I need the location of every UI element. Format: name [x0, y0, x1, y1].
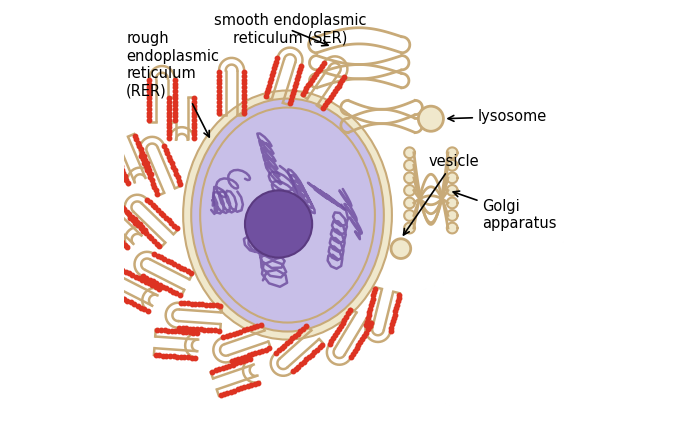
Polygon shape [404, 185, 415, 196]
Polygon shape [404, 160, 415, 171]
Ellipse shape [191, 99, 383, 332]
Polygon shape [447, 185, 457, 196]
Polygon shape [404, 172, 415, 183]
Polygon shape [447, 210, 457, 221]
Polygon shape [404, 198, 415, 208]
Circle shape [391, 239, 411, 258]
Text: lysosome: lysosome [448, 109, 547, 124]
Text: smooth endoplasmic
reticulum (SER): smooth endoplasmic reticulum (SER) [214, 13, 366, 46]
Ellipse shape [200, 108, 375, 323]
Polygon shape [447, 198, 457, 208]
Circle shape [245, 190, 313, 258]
Text: vesicle: vesicle [404, 154, 480, 235]
Polygon shape [447, 160, 457, 171]
Polygon shape [404, 147, 415, 158]
Ellipse shape [183, 90, 392, 340]
Text: rough
endoplasmic
reticulum
(RER): rough endoplasmic reticulum (RER) [126, 31, 219, 137]
Polygon shape [404, 223, 415, 233]
Polygon shape [447, 172, 457, 183]
Polygon shape [447, 147, 457, 158]
Circle shape [418, 106, 443, 131]
Text: Golgi
apparatus: Golgi apparatus [453, 191, 557, 231]
Polygon shape [404, 210, 415, 221]
Polygon shape [447, 223, 457, 233]
